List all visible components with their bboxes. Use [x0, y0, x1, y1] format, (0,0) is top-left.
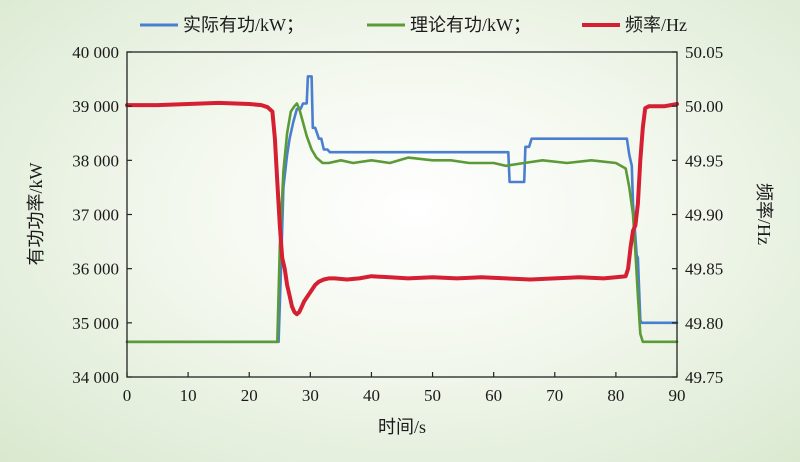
- plot-frame: [126, 51, 678, 378]
- y2-tick-label: 49.85: [685, 260, 723, 279]
- x-tick-label: 80: [607, 386, 624, 405]
- y-tick-label: 37 000: [72, 206, 119, 225]
- x-tick-label: 50: [424, 386, 441, 405]
- legend-label-0: 实际有功/kW；: [183, 15, 304, 35]
- x-tick-label: 70: [546, 386, 563, 405]
- x-tick-label: 30: [302, 386, 319, 405]
- legend: 实际有功/kW； 理论有功/kW； 频率/Hz: [140, 15, 687, 35]
- y2-tick-label: 49.80: [685, 314, 723, 333]
- y-tick-label: 34 000: [72, 368, 119, 387]
- x-tick-label: 10: [180, 386, 197, 405]
- y-tick-label: 35 000: [72, 314, 119, 333]
- legend-label-1: 理论有功/kW；: [410, 15, 531, 35]
- ticks-layer: 0 10 20 30 40 50 60 70 80 90 34 000 35 000 36 000 37 …: [72, 43, 723, 405]
- y2-tick-label: 50.05: [685, 43, 723, 62]
- legend-label-2: 频率/Hz: [625, 15, 687, 35]
- series-line-0: [125, 75, 679, 344]
- y-axis-right-title: 频率/Hz: [754, 183, 774, 245]
- series-line-2: [125, 100, 679, 317]
- x-tick-label: 40: [363, 386, 380, 405]
- y2-tick-label: 49.90: [685, 206, 723, 225]
- y-axis-left-title: 有功功率/kW: [26, 162, 46, 265]
- y-tick-label: 40 000: [72, 43, 119, 62]
- y-tick-label: 39 000: [72, 97, 119, 116]
- x-axis-title: 时间/s: [378, 417, 426, 437]
- y2-tick-label: 49.95: [685, 151, 723, 170]
- y2-tick-label: 49.75: [685, 368, 723, 387]
- x-tick-label: 60: [485, 386, 502, 405]
- series-line-1: [125, 102, 679, 344]
- y-tick-label: 38 000: [72, 151, 119, 170]
- x-tick-label: 0: [123, 386, 132, 405]
- y-tick-label: 36 000: [72, 260, 119, 279]
- x-tick-label: 90: [669, 386, 686, 405]
- y2-tick-label: 50.00: [685, 97, 723, 116]
- x-tick-label: 20: [241, 386, 258, 405]
- series-layer: [125, 75, 679, 344]
